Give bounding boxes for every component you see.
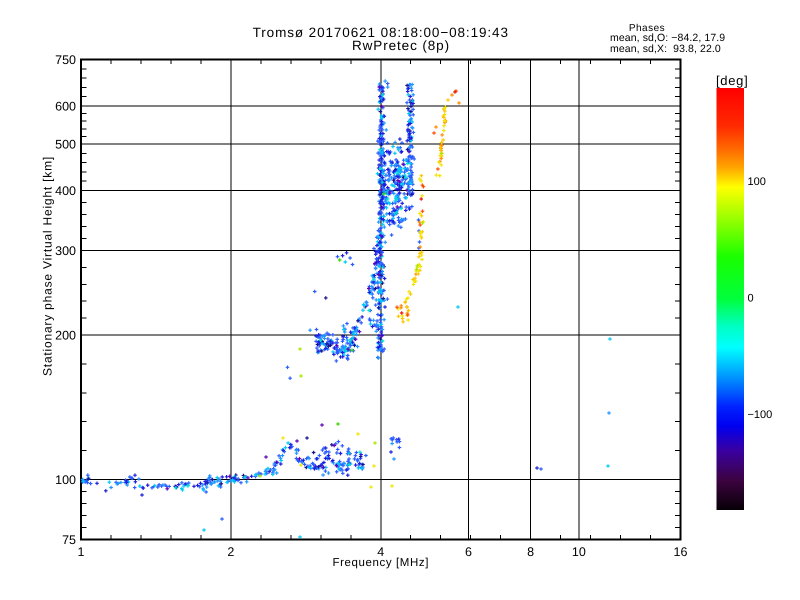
svg-text:Stationary phase Virtual Heigh: Stationary phase Virtual Height [km] xyxy=(41,156,55,376)
svg-text:750: 750 xyxy=(55,53,76,67)
svg-text:Phases: Phases xyxy=(629,23,665,34)
svg-text:RwPretec (8p): RwPretec (8p) xyxy=(352,38,450,53)
svg-text:10: 10 xyxy=(572,545,586,559)
svg-text:200: 200 xyxy=(55,329,76,343)
svg-text:mean, sd,X: 93.8, 22.0: mean, sd,X: 93.8, 22.0 xyxy=(610,43,721,55)
svg-text:4: 4 xyxy=(377,545,384,559)
svg-text:100: 100 xyxy=(55,473,76,487)
svg-text:−100: −100 xyxy=(748,409,773,421)
svg-text:[deg]: [deg] xyxy=(716,73,748,88)
svg-text:1: 1 xyxy=(78,545,85,559)
svg-text:0: 0 xyxy=(748,293,754,305)
svg-text:400: 400 xyxy=(55,184,76,198)
svg-text:Tromsø 20170621 08:18:00−08:19: Tromsø 20170621 08:18:00−08:19:43 xyxy=(253,25,509,40)
svg-text:75: 75 xyxy=(62,533,76,547)
svg-text:16: 16 xyxy=(674,545,688,559)
svg-text:2: 2 xyxy=(227,545,234,559)
svg-text:600: 600 xyxy=(55,100,76,114)
svg-text:500: 500 xyxy=(55,138,76,152)
svg-text:300: 300 xyxy=(55,244,76,258)
svg-text:Frequency [MHz]: Frequency [MHz] xyxy=(332,557,429,569)
svg-text:mean, sd,O: −84.2, 17.9: mean, sd,O: −84.2, 17.9 xyxy=(610,32,725,44)
svg-text:6: 6 xyxy=(465,545,472,559)
svg-text:8: 8 xyxy=(527,545,534,559)
svg-text:100: 100 xyxy=(748,176,766,188)
